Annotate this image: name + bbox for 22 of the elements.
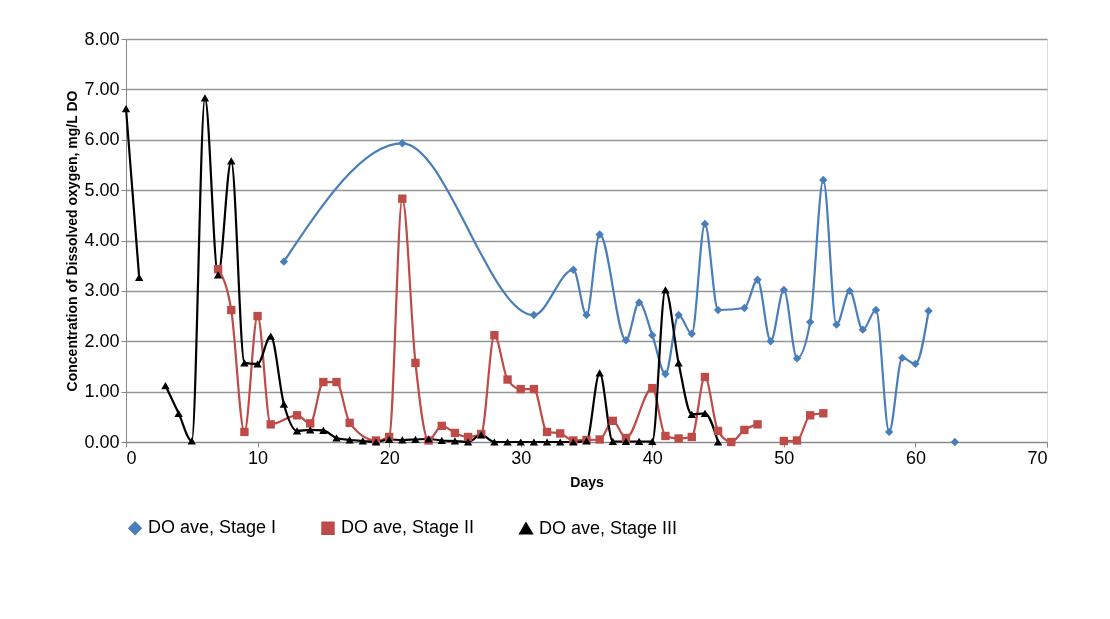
y-tick-label: 1.00 <box>84 381 120 402</box>
y-axis-title: Concentration of Dissolved oxygen, mg/L DO <box>64 90 81 392</box>
legend-label: DO ave, Stage II <box>341 517 475 538</box>
x-tick-label: 50 <box>774 447 795 468</box>
y-tick-label: 5.00 <box>84 179 120 200</box>
x-tick-label: 20 <box>379 447 400 468</box>
legend-label: DO ave, Stage III <box>539 517 678 538</box>
y-tick-label: 2.00 <box>84 330 120 351</box>
y-tick-label: 8.00 <box>84 28 120 49</box>
y-tick-label: 3.00 <box>84 280 120 301</box>
x-tick-label: 10 <box>248 447 269 468</box>
x-tick-label: 60 <box>905 447 926 468</box>
x-tick-label: 30 <box>511 447 532 468</box>
x-axis-title: Days <box>570 473 604 490</box>
legend-label: DO ave, Stage I <box>148 517 277 538</box>
x-tick-label: 70 <box>1027 447 1048 468</box>
x-tick-label: 0 <box>126 447 137 468</box>
y-tick-label: 0.00 <box>84 431 120 452</box>
y-tick-label: 6.00 <box>84 129 120 150</box>
y-tick-label: 4.00 <box>84 230 120 250</box>
x-tick-label: 40 <box>642 447 663 468</box>
y-tick-label: 7.00 <box>84 78 120 99</box>
